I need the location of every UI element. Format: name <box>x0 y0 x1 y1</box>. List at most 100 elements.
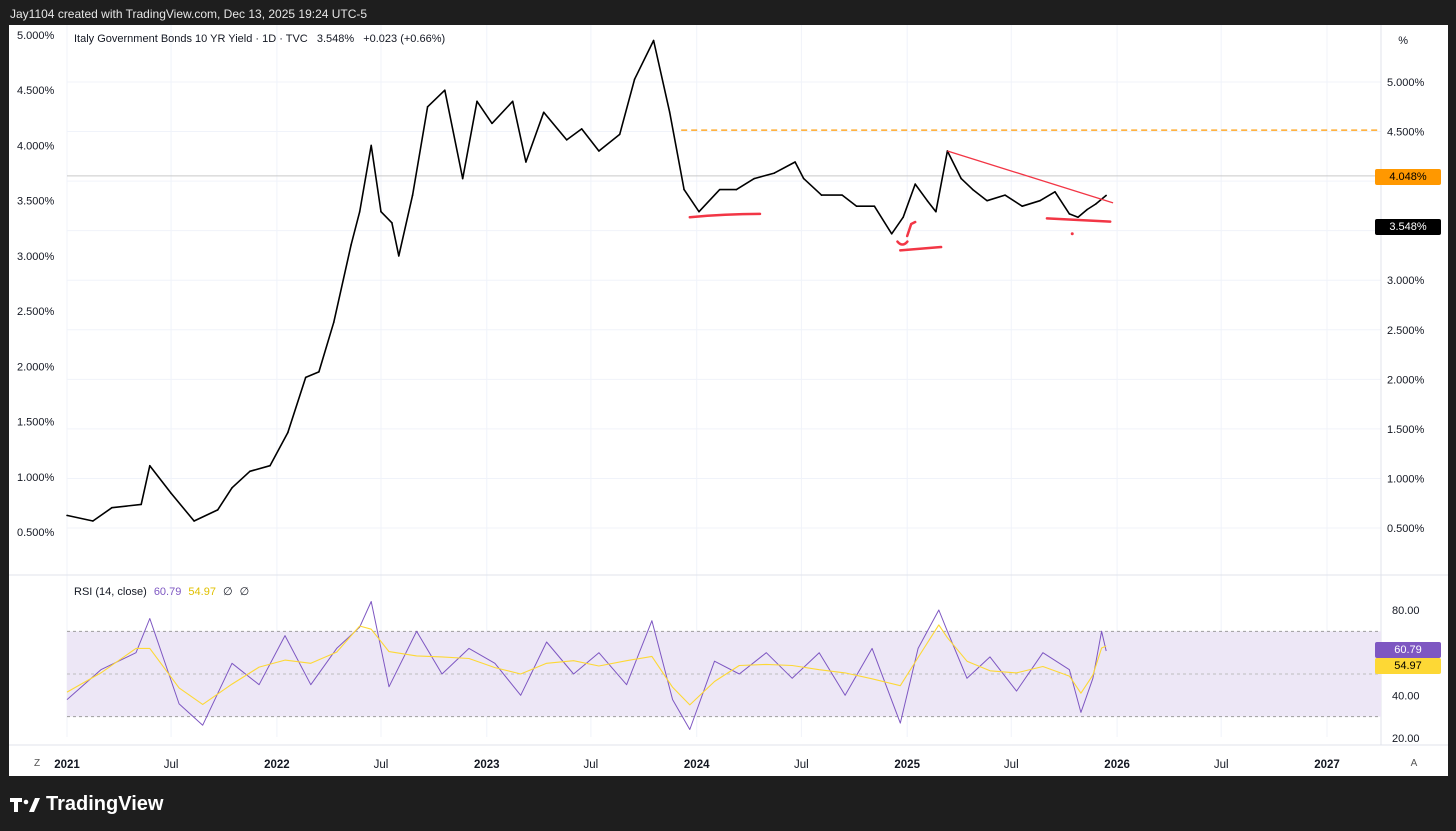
rsi-visibility-icon-2[interactable]: ∅ <box>239 586 250 598</box>
price-point <box>773 172 776 174</box>
left-y-tick-label: 1.500% <box>17 417 55 429</box>
price-point <box>820 194 823 196</box>
price-point <box>370 144 373 147</box>
price-point <box>1004 194 1006 196</box>
price-point <box>580 128 583 130</box>
x-tick-label: 2024 <box>684 759 710 771</box>
x-tick-label: Jul <box>1214 759 1229 771</box>
change-value: +0.023 (+0.66%) <box>363 33 446 45</box>
last-price-badge: 3.548% <box>1375 219 1441 235</box>
price-point <box>411 194 414 196</box>
price-point <box>873 205 876 207</box>
symbol-legend: Italy Government Bonds 10 YR Yield · 1D … <box>74 33 451 45</box>
right-y-tick-label: 3.000% <box>1387 275 1425 287</box>
x-tick-label: Jul <box>164 759 179 771</box>
rsi-line <box>66 601 1107 730</box>
price-point <box>461 177 464 180</box>
rsi-ma-badge: 54.97 <box>1375 658 1441 674</box>
chart-credit: Jay1104 created with TradingView.com, De… <box>10 7 368 21</box>
chart-canvas[interactable]: 5.000% 4.500% 4.000% 3.500% 3.000% 2.500% 2.00… <box>9 25 1448 776</box>
price-point <box>511 100 514 103</box>
price-point <box>841 194 844 196</box>
rsi-y-tick-label: 80.00 <box>1392 605 1420 617</box>
price-point <box>269 464 271 467</box>
price-point <box>914 183 917 185</box>
brand-name: TradingView <box>46 793 164 815</box>
last-value: 3.548% <box>316 33 355 45</box>
left-y-tick-label: 0.500% <box>17 527 55 539</box>
chart-panel[interactable]: 5.000% 4.500% 4.000% 3.500% 3.000% 2.500% 2.00… <box>9 25 1448 776</box>
price-point <box>525 161 527 163</box>
price-point <box>333 321 335 323</box>
left-y-tick-label: 4.000% <box>17 140 55 152</box>
rsi-legend: RSI (14, close) 60.79 54.97 ∅ ∅ <box>74 585 253 598</box>
left-y-tick-label: 1.000% <box>17 472 55 484</box>
price-point <box>1095 203 1097 205</box>
zoom-button[interactable]: Z <box>33 758 41 769</box>
price-point <box>231 487 233 489</box>
x-tick-label: Jul <box>1004 759 1019 771</box>
price-point <box>444 89 446 92</box>
auto-scale-button[interactable]: A <box>1410 758 1418 769</box>
price-series-line <box>66 39 1107 522</box>
price-point <box>718 188 721 191</box>
support-mark-2025 <box>899 245 943 252</box>
x-tick-label: 2022 <box>264 759 290 771</box>
price-point <box>753 177 756 180</box>
price-point <box>249 470 251 473</box>
price-point <box>986 199 988 202</box>
x-tick-label: Jul <box>374 759 389 771</box>
price-point <box>794 161 796 163</box>
price-point <box>890 233 893 235</box>
price-point <box>1021 205 1024 207</box>
price-point <box>170 492 172 495</box>
price-point <box>304 376 307 379</box>
right-y-tick-label: 5.000% <box>1387 77 1425 89</box>
price-point <box>111 506 113 509</box>
left-y-tick-label: 3.000% <box>17 251 55 263</box>
price-point <box>598 150 600 152</box>
left-y-tick-label: 2.500% <box>17 306 55 318</box>
price-point <box>683 188 685 191</box>
price-point <box>380 210 382 213</box>
x-tick-label: 2026 <box>1104 759 1130 771</box>
x-tick-label: Jul <box>794 759 809 771</box>
symbol-name: Italy Government Bonds 10 YR Yield · 1D … <box>74 33 308 45</box>
right-y-tick-label: 2.500% <box>1387 325 1425 337</box>
x-tick-label: Jul <box>584 759 599 771</box>
price-point <box>216 509 219 511</box>
price-point <box>633 78 636 80</box>
price-point <box>491 122 493 125</box>
price-point <box>971 188 974 191</box>
right-y-tick-label: 4.500% <box>1387 127 1425 139</box>
x-tick-label: 2025 <box>894 759 920 771</box>
rsi-ma-line <box>66 624 1107 706</box>
x-tick-label: 2023 <box>474 759 500 771</box>
x-tick-label: 2027 <box>1314 759 1340 771</box>
tradingview-brand[interactable]: TradingView <box>10 793 163 816</box>
price-point <box>802 177 805 180</box>
left-y-tick-label: 3.500% <box>17 196 55 208</box>
rsi-y-tick-label: 40.00 <box>1392 690 1420 702</box>
price-point <box>926 199 929 202</box>
right-y-tick-label: 1.000% <box>1387 473 1425 485</box>
right-y-tick-label: 0.500% <box>1387 523 1425 535</box>
rsi-y-tick-label: 20.00 <box>1392 733 1420 745</box>
price-point <box>902 216 904 219</box>
price-point <box>698 210 700 213</box>
price-point <box>1077 216 1079 219</box>
level-price-badge: 4.048% <box>1375 169 1441 185</box>
price-point <box>668 111 671 114</box>
price-point <box>398 255 400 257</box>
rsi-name: RSI (14, close) <box>74 586 147 598</box>
price-point <box>92 520 94 522</box>
left-y-tick-label: 4.500% <box>17 85 55 97</box>
price-point <box>542 111 545 114</box>
price-point <box>66 514 68 517</box>
tradingview-logo-icon <box>10 797 40 812</box>
rsi-visibility-icon-1[interactable]: ∅ <box>223 586 233 598</box>
price-point <box>1054 191 1056 193</box>
price-point <box>1039 199 1041 202</box>
rsi-value: 60.79 <box>153 586 182 598</box>
price-point <box>652 39 655 42</box>
